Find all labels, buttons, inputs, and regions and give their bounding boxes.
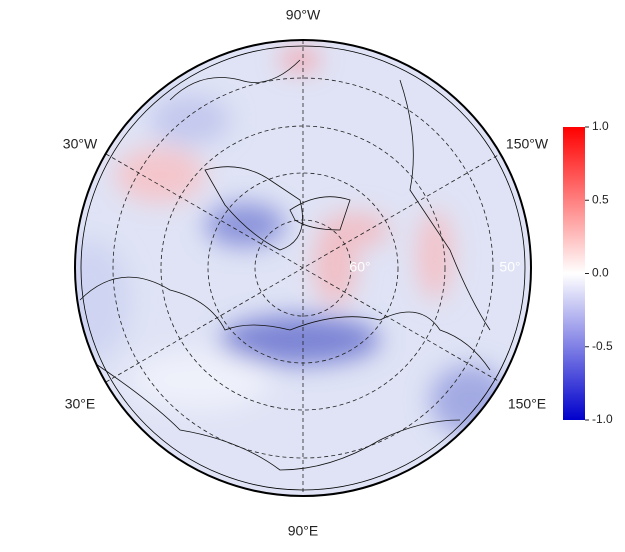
latitude-label: 60° [349,259,370,275]
meridian-label: 150°E [508,396,546,412]
colorbar-tick-label: -1.0 [592,412,613,426]
map-border [74,39,532,497]
colorbar: 1.0 0.5 0.0 -0.5 -1.0 [563,119,613,426]
colorbar-tick-label: 0.0 [592,266,609,280]
graticule [105,40,501,496]
colorbar-tick-label: 1.0 [592,119,609,133]
map-inner-border [80,45,526,491]
meridian-label: 30°E [65,396,96,412]
colorbar-tick-label: 0.5 [592,192,609,206]
colorbar-ramp [563,127,585,420]
meridian-label: 150°W [506,136,549,152]
field [75,40,531,496]
meridian-label: 90°W [286,7,321,23]
meridian-label: 90°E [288,523,319,539]
meridian-label: 30°W [63,136,98,152]
latitude-label: 50° [499,259,520,275]
colorbar-tick-label: -0.5 [592,339,613,353]
